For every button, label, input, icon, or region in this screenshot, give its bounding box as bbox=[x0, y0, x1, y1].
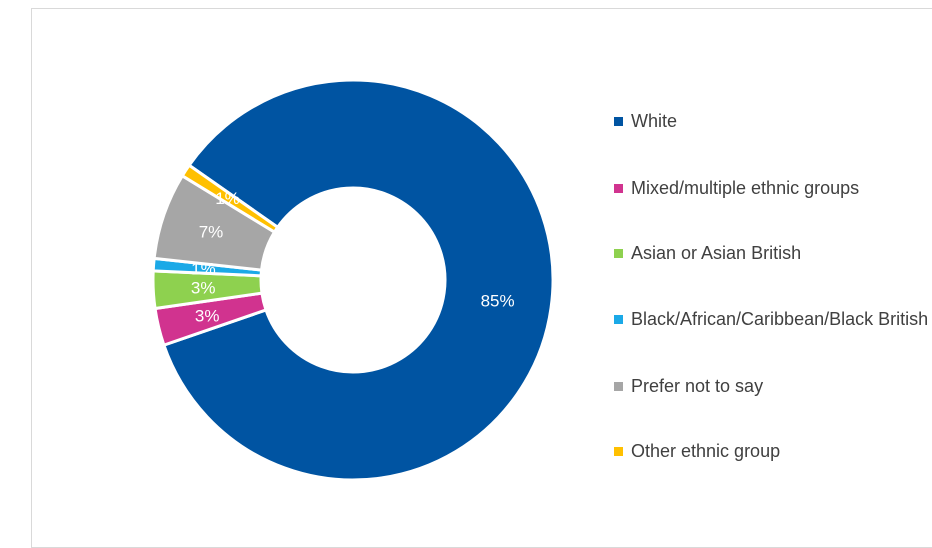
legend-item-asian: Asian or Asian British bbox=[614, 242, 932, 265]
data-label-mixed: 3% bbox=[195, 306, 220, 325]
legend-item-mixed: Mixed/multiple ethnic groups bbox=[614, 177, 932, 200]
legend-swatch-black bbox=[614, 315, 623, 324]
legend-label-other: Other ethnic group bbox=[631, 440, 780, 463]
legend-label-asian: Asian or Asian British bbox=[631, 242, 801, 265]
legend-item-white: White bbox=[614, 110, 932, 133]
legend-item-other: Other ethnic group bbox=[614, 440, 932, 463]
data-label-white: 85% bbox=[481, 291, 515, 310]
legend-label-black: Black/African/Caribbean/Black British bbox=[631, 308, 928, 331]
legend-label-mixed: Mixed/multiple ethnic groups bbox=[631, 177, 859, 200]
legend-swatch-asian bbox=[614, 249, 623, 258]
legend-item-prefer-not: Prefer not to say bbox=[614, 375, 932, 398]
legend-label-white: White bbox=[631, 110, 677, 133]
legend-swatch-prefer-not bbox=[614, 382, 623, 391]
data-label-black: 1% bbox=[191, 259, 216, 278]
data-label-other: 1% bbox=[215, 189, 240, 208]
legend-swatch-other bbox=[614, 447, 623, 456]
data-label-asian: 3% bbox=[191, 278, 216, 297]
legend-swatch-mixed bbox=[614, 184, 623, 193]
legend-label-prefer-not: Prefer not to say bbox=[631, 375, 763, 398]
legend-item-black: Black/African/Caribbean/Black British bbox=[614, 308, 932, 331]
legend-swatch-white bbox=[614, 117, 623, 126]
data-label-prefer-not: 7% bbox=[199, 223, 224, 242]
